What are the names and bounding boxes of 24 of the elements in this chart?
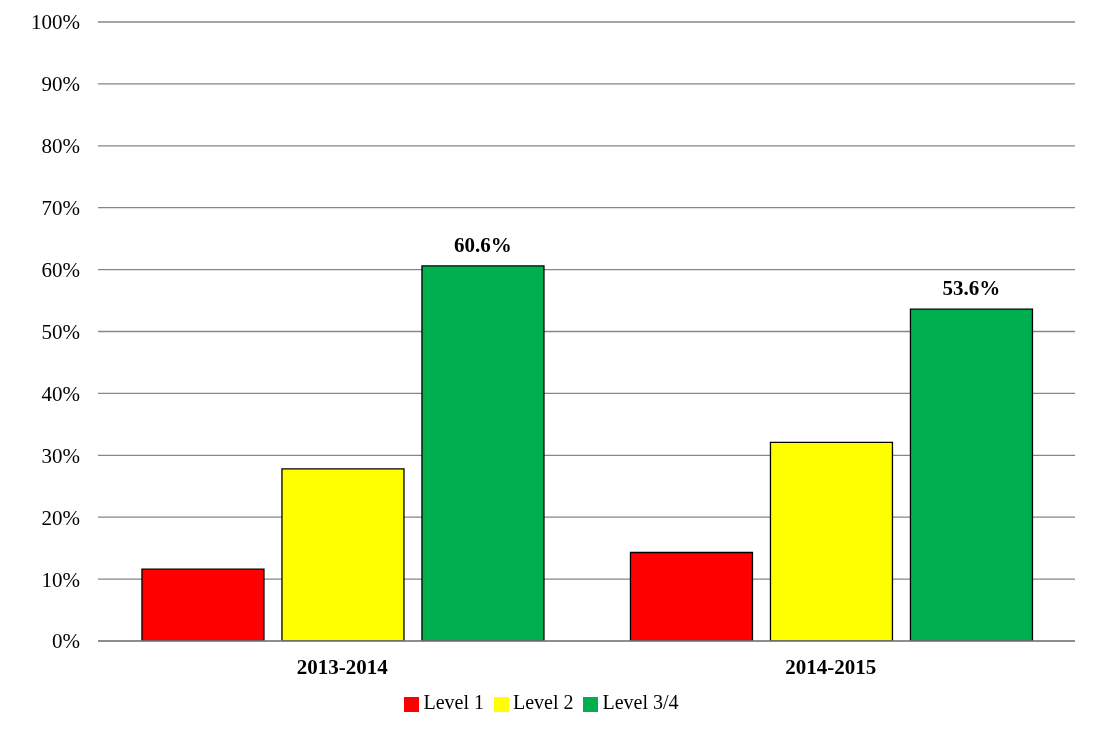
bar bbox=[421, 265, 545, 641]
legend-label: Level 1 bbox=[423, 691, 484, 713]
y-tick-label: 70% bbox=[41, 196, 80, 221]
bar bbox=[909, 308, 1034, 641]
y-tick-label: 40% bbox=[41, 381, 80, 406]
y-tick-label: 80% bbox=[41, 134, 80, 159]
data-label: 53.6% bbox=[942, 276, 1001, 301]
y-tick-label: 90% bbox=[41, 72, 80, 97]
data-label: 60.6% bbox=[454, 232, 512, 257]
bar bbox=[769, 441, 894, 641]
bar bbox=[141, 568, 265, 641]
bar bbox=[629, 551, 754, 641]
y-tick-label: 20% bbox=[41, 505, 80, 530]
x-tick-label: 2014-2015 bbox=[785, 654, 877, 679]
y-tick-label: 60% bbox=[41, 258, 80, 283]
y-tick-label: 50% bbox=[41, 319, 80, 344]
bar bbox=[281, 468, 405, 641]
legend-label: Level 3/4 bbox=[602, 691, 679, 713]
legend-label: Level 2 bbox=[512, 691, 574, 713]
y-tick-label: 100% bbox=[31, 10, 80, 35]
y-tick-label: 10% bbox=[41, 567, 80, 592]
x-tick-label: 2013-2014 bbox=[296, 654, 389, 679]
y-tick-label: 30% bbox=[41, 443, 80, 468]
y-tick-label: 0% bbox=[52, 629, 80, 654]
